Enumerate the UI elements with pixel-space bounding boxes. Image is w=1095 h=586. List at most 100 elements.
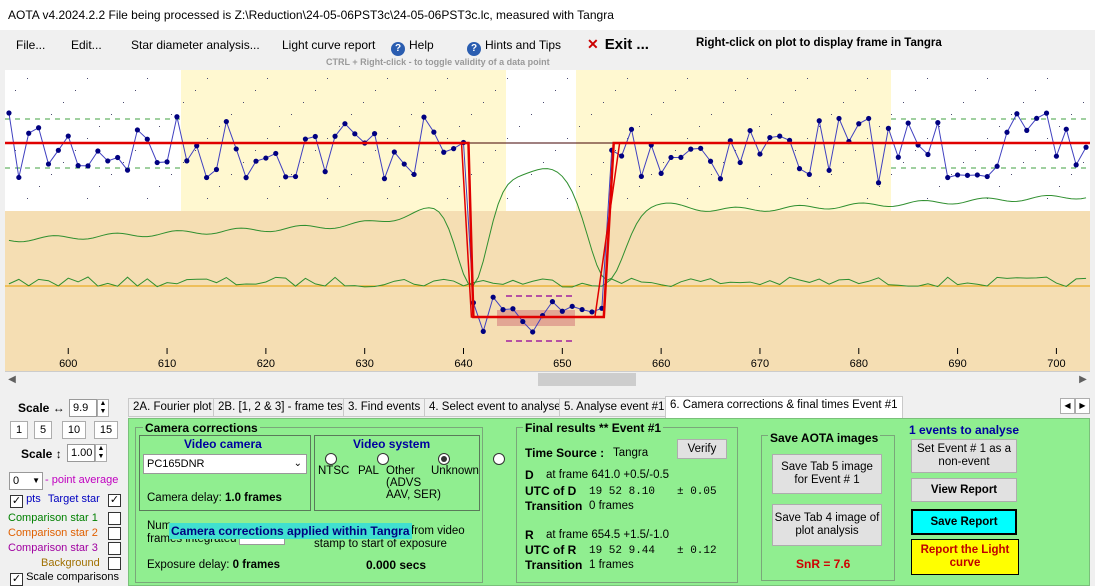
data-point[interactable] (826, 167, 832, 173)
data-point[interactable] (866, 115, 872, 122)
scroll-left-icon[interactable]: ◀ (8, 374, 16, 385)
data-point[interactable] (688, 146, 694, 152)
data-point[interactable] (836, 115, 842, 122)
menu-edit[interactable]: Edit... (71, 38, 102, 52)
data-point[interactable] (964, 172, 971, 178)
scale-h-spinner[interactable]: ▲ ▼ (97, 399, 109, 417)
data-point[interactable] (1004, 129, 1010, 135)
data-point[interactable] (332, 133, 338, 139)
tab-scroll-left-icon[interactable]: ◀ (1060, 398, 1075, 414)
data-point[interactable] (164, 159, 170, 165)
data-point[interactable] (510, 306, 516, 312)
scale-v-spinner[interactable]: ▲ ▼ (95, 444, 107, 462)
data-point[interactable] (273, 150, 279, 157)
data-point[interactable] (816, 118, 822, 124)
verify-button[interactable]: Verify (677, 439, 727, 459)
plot-scrollbar[interactable]: ◀ ▶ (5, 371, 1090, 387)
data-point[interactable] (441, 149, 447, 155)
comparison-star-2-checkbox[interactable] (108, 527, 121, 540)
data-point[interactable] (638, 173, 644, 180)
data-point[interactable] (856, 121, 862, 127)
data-point[interactable] (974, 172, 980, 178)
data-point[interactable] (381, 176, 388, 182)
data-point[interactable] (747, 127, 753, 134)
pal-radio[interactable] (377, 453, 390, 465)
data-point[interactable] (243, 175, 249, 181)
data-point[interactable] (6, 110, 12, 116)
menu-exit[interactable]: ✕ Exit ... (587, 36, 649, 53)
data-point[interactable] (421, 114, 427, 120)
data-point[interactable] (253, 158, 259, 164)
menu-star-diameter[interactable]: Star diameter analysis... (131, 38, 260, 52)
tab-frame-test[interactable]: 2B. [1, 2 & 3] - frame test (213, 398, 351, 417)
data-point[interactable] (905, 120, 911, 126)
point-average-select[interactable]: 0 ▼ (9, 472, 43, 490)
data-point[interactable] (431, 129, 437, 135)
data-point[interactable] (786, 137, 793, 144)
data-point[interactable] (451, 146, 457, 152)
zoom-5-button[interactable]: 5 (34, 421, 52, 439)
data-point[interactable] (875, 180, 882, 186)
data-point[interactable] (945, 174, 951, 181)
data-point[interactable] (352, 131, 358, 137)
data-point[interactable] (144, 136, 150, 142)
data-point[interactable] (984, 173, 990, 180)
data-point[interactable] (777, 133, 783, 139)
data-point[interactable] (658, 170, 664, 177)
data-point[interactable] (203, 174, 210, 181)
data-point[interactable] (124, 167, 131, 173)
data-point[interactable] (85, 163, 91, 169)
data-point[interactable] (628, 126, 635, 132)
camera-model-select[interactable]: PC165DNR ⌄ (143, 454, 307, 474)
zoom-1-button[interactable]: 1 (10, 421, 28, 439)
unknown-radio[interactable] (493, 453, 506, 465)
scale-comparisons-checkbox[interactable]: ✓ (10, 573, 23, 586)
data-point[interactable] (302, 136, 309, 142)
scrollbar-thumb[interactable] (538, 373, 636, 386)
data-point[interactable] (174, 114, 180, 120)
data-point[interactable] (579, 306, 585, 313)
tab-fourier-plot[interactable]: 2A. Fourier plot (128, 398, 217, 417)
data-point[interactable] (806, 171, 812, 178)
pts-checkbox[interactable]: ✓ (10, 495, 23, 508)
data-point[interactable] (1053, 153, 1060, 159)
data-point[interactable] (757, 151, 763, 157)
data-point[interactable] (668, 154, 674, 161)
data-point[interactable] (391, 149, 397, 155)
scroll-right-icon[interactable]: ▶ (1079, 374, 1087, 385)
target-star-checkbox[interactable]: ✓ (108, 494, 121, 507)
data-point[interactable] (1043, 110, 1050, 116)
data-point[interactable] (737, 159, 743, 166)
data-point[interactable] (530, 329, 536, 335)
data-point[interactable] (678, 154, 684, 161)
data-point[interactable] (589, 309, 595, 315)
save-tab4-image-button[interactable]: Save Tab 4 image of plot analysis (772, 504, 882, 546)
data-point[interactable] (233, 146, 239, 152)
ntsc-radio[interactable] (325, 453, 337, 465)
data-point[interactable] (154, 159, 160, 166)
tab-scroll-right-icon[interactable]: ▶ (1075, 398, 1090, 414)
data-point[interactable] (342, 121, 348, 127)
data-point[interactable] (184, 158, 190, 164)
data-point[interactable] (213, 166, 220, 173)
data-point[interactable] (698, 145, 704, 151)
data-point[interactable] (1034, 115, 1040, 121)
other-radio[interactable] (437, 453, 450, 465)
save-tab5-image-button[interactable]: Save Tab 5 image for Event # 1 (772, 454, 882, 494)
menu-help[interactable]: ? Help (391, 38, 434, 56)
data-point[interactable] (767, 134, 773, 141)
menu-hints[interactable]: ? Hints and Tips (467, 38, 561, 56)
menu-light-curve-report[interactable]: Light curve report (282, 38, 376, 52)
comparison-star-3-checkbox[interactable] (108, 542, 121, 555)
menu-file[interactable]: File... (16, 38, 46, 52)
data-point[interactable] (45, 161, 52, 167)
tab-select-event[interactable]: 4. Select event to analyse (424, 398, 566, 417)
zoom-10-button[interactable]: 10 (62, 421, 86, 439)
data-point[interactable] (480, 328, 486, 334)
data-point[interactable] (35, 125, 42, 131)
data-point[interactable] (569, 303, 575, 309)
data-point[interactable] (194, 143, 200, 149)
data-point[interactable] (954, 172, 961, 178)
data-point[interactable] (263, 155, 269, 161)
data-point[interactable] (105, 158, 111, 164)
